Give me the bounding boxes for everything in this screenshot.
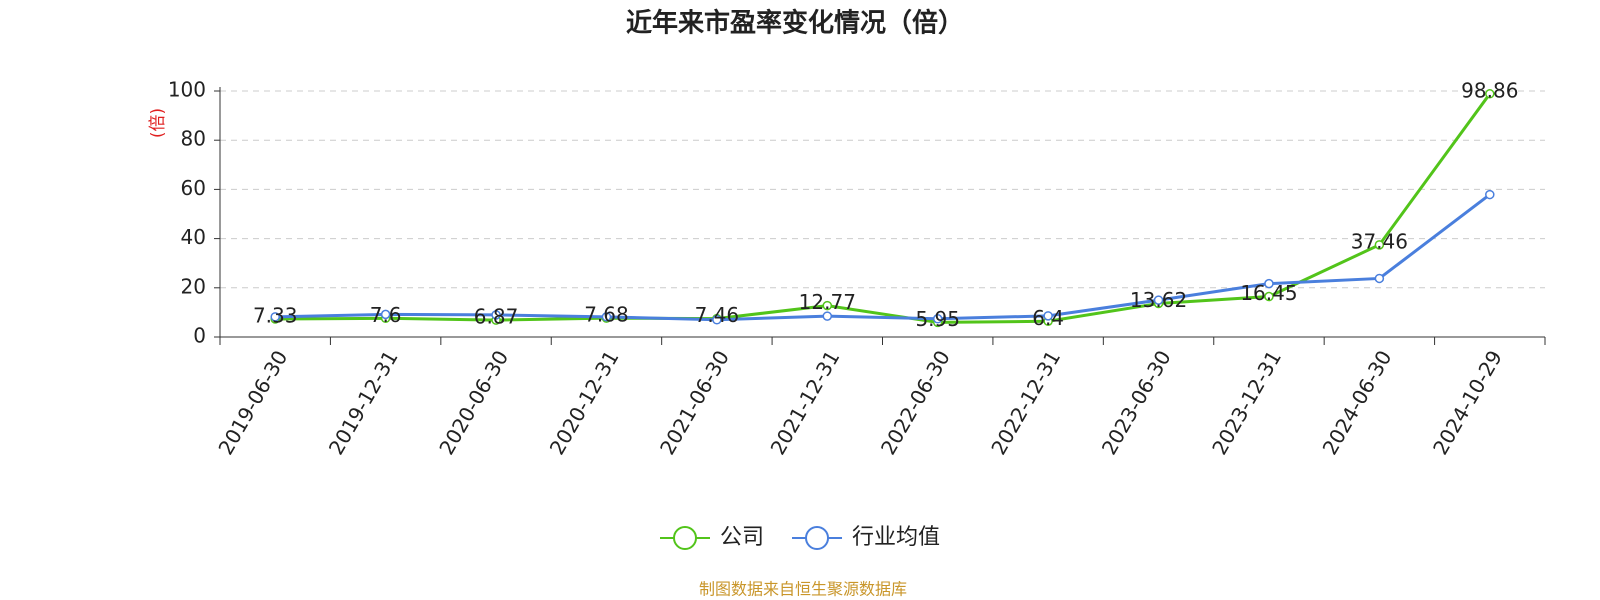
x-tick-label: 2019-12-31 [324,346,403,459]
series-line [275,193,1491,322]
x-tick-label: 2021-06-30 [655,346,734,459]
data-point [712,315,722,325]
data-point [822,311,833,321]
data-point [932,314,943,324]
legend-marker [805,526,830,550]
data-label: 13.62 [1130,288,1187,312]
data-label: 37.46 [1351,229,1408,253]
data-point [1374,240,1385,250]
data-point [380,309,391,320]
data-point [1485,89,1495,99]
x-tick-label: 2022-06-30 [876,346,955,459]
data-point [1153,295,1164,305]
data-label: 98.86 [1461,78,1518,102]
legend-item[interactable]: 公司 [660,525,764,550]
y-tick-label: 40 [181,225,206,249]
data-label: 12.77 [799,290,856,314]
x-tick-label: 2024-10-29 [1428,346,1507,459]
y-axis-label: (倍) [148,108,168,138]
data-point [1374,273,1385,284]
data-label: 6.87 [474,305,519,329]
x-tick-label: 2021-12-31 [765,346,844,459]
data-label: 6.4 [1032,306,1064,330]
y-tick-label: 60 [181,176,206,200]
data-label: 7.46 [695,303,740,327]
legend-label: 公司 [720,525,764,550]
x-tick-label: 2020-12-31 [545,346,624,459]
chart-title: 近年来市盈率变化情况（倍） [626,8,964,39]
source-note: 制图数据来自恒生聚源数据库 [699,580,907,599]
data-point [822,300,833,311]
legend-marker [673,526,697,550]
data-point [1264,278,1274,289]
y-tick-label: 20 [181,274,206,298]
data-label: 16.45 [1240,281,1297,305]
y-tick-label: 100 [168,78,206,102]
data-point [1264,291,1274,302]
series-line [275,92,1492,324]
data-label: 5.95 [915,307,960,331]
x-tick-label: 2024-06-30 [1318,346,1397,459]
data-label: 7.68 [584,303,629,327]
y-tick-label: 80 [181,127,206,151]
data-label: 7.33 [253,303,298,327]
data-label: 7.6 [370,303,402,327]
x-tick-label: 2019-06-30 [213,346,292,459]
data-point [1043,311,1053,321]
legend-label: 行业均值 [852,525,940,550]
x-tick-label: 2022-12-31 [986,346,1065,459]
x-tick-label: 2023-06-30 [1097,346,1176,459]
data-point [270,312,280,322]
legend-item[interactable]: 行业均值 [792,525,940,550]
x-tick-label: 2020-06-30 [434,346,513,459]
data-point [1485,189,1495,200]
data-point [601,312,612,322]
x-tick-label: 2023-12-31 [1207,346,1286,459]
data-point [491,310,501,320]
y-tick-label: 0 [193,324,206,348]
